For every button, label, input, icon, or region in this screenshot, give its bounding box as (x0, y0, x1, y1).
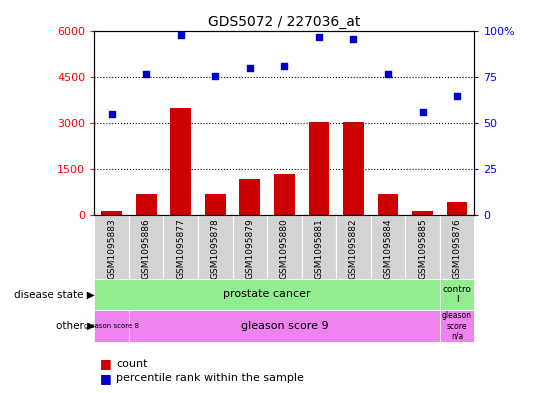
Title: GDS5072 / 227036_at: GDS5072 / 227036_at (208, 15, 361, 29)
Text: prostate cancer: prostate cancer (223, 290, 311, 299)
Text: count: count (116, 358, 147, 369)
Bar (198, 215, 232, 279)
Text: contro
l: contro l (443, 285, 472, 304)
Bar (274, 174, 295, 215)
Bar (405, 215, 440, 279)
Point (384, 71, 392, 77)
Text: percentile rank within the sample: percentile rank within the sample (116, 373, 304, 383)
Bar (94, 310, 129, 342)
Text: other ▶: other ▶ (56, 321, 95, 331)
Text: GSM1095877: GSM1095877 (176, 219, 185, 279)
Point (211, 72, 219, 79)
Text: ■: ■ (100, 357, 112, 370)
Bar (205, 194, 226, 215)
Text: gleason score 8: gleason score 8 (84, 323, 139, 329)
Point (107, 111, 116, 118)
Bar (232, 215, 267, 279)
Text: GSM1095876: GSM1095876 (453, 219, 461, 279)
Point (453, 93, 461, 99)
Text: GSM1095885: GSM1095885 (418, 219, 427, 279)
Point (315, 34, 323, 40)
Bar (412, 211, 433, 215)
Bar (136, 194, 156, 215)
Text: GSM1095879: GSM1095879 (245, 219, 254, 279)
Point (280, 63, 289, 70)
Point (142, 71, 150, 77)
Bar (447, 202, 467, 215)
Point (349, 36, 358, 42)
Bar (343, 122, 364, 215)
Bar (94, 215, 129, 279)
Text: gleason score 9: gleason score 9 (240, 321, 328, 331)
Bar (129, 215, 163, 279)
Bar (170, 108, 191, 215)
Bar (336, 215, 371, 279)
Text: GSM1095882: GSM1095882 (349, 219, 358, 279)
Bar (440, 310, 474, 342)
Text: ■: ■ (100, 371, 112, 385)
Bar (378, 194, 398, 215)
Text: GSM1095886: GSM1095886 (142, 219, 150, 279)
Text: GSM1095883: GSM1095883 (107, 219, 116, 279)
Bar (129, 310, 440, 342)
Point (418, 109, 427, 116)
Point (245, 65, 254, 72)
Bar (371, 215, 405, 279)
Bar (267, 215, 302, 279)
Bar (163, 215, 198, 279)
Bar (302, 215, 336, 279)
Text: gleason
score
n/a: gleason score n/a (442, 311, 472, 341)
Bar (308, 122, 329, 215)
Text: GSM1095884: GSM1095884 (383, 219, 392, 279)
Text: GSM1095881: GSM1095881 (314, 219, 323, 279)
Text: GSM1095878: GSM1095878 (211, 219, 220, 279)
Bar (440, 279, 474, 310)
Bar (239, 179, 260, 215)
Bar (101, 211, 122, 215)
Bar (440, 215, 474, 279)
Text: GSM1095880: GSM1095880 (280, 219, 289, 279)
Text: disease state ▶: disease state ▶ (14, 290, 95, 299)
Point (176, 32, 185, 38)
